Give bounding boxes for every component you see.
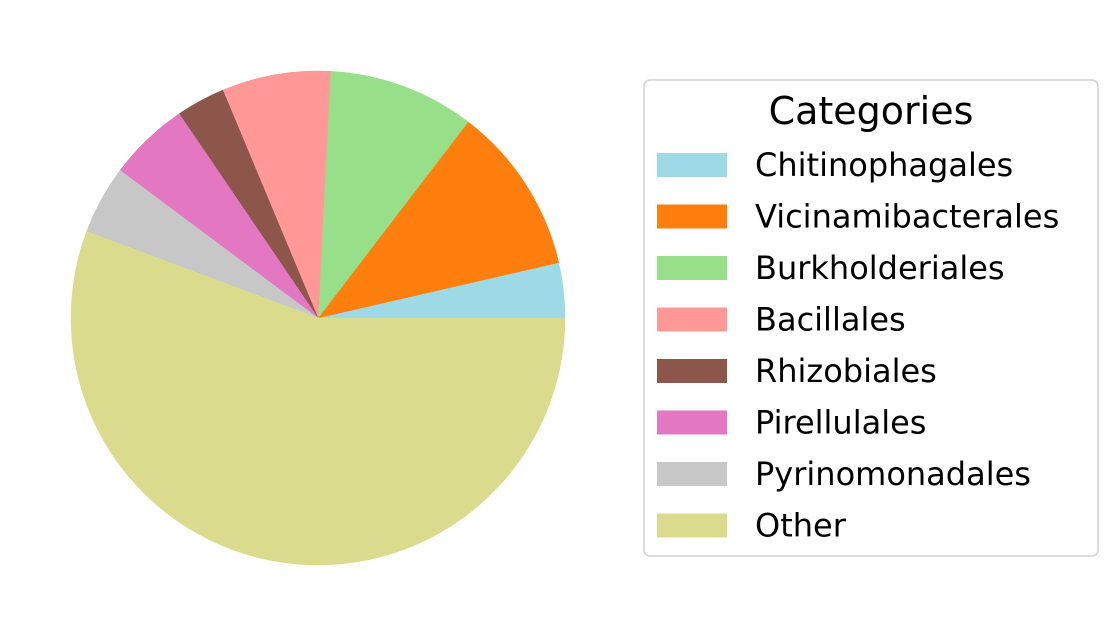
legend-swatch — [657, 462, 727, 486]
legend-item-rhizobiales: Rhizobiales — [657, 352, 937, 390]
legend-item-other: Other — [657, 507, 847, 545]
legend-item-pirellulales: Pirellulales — [657, 404, 926, 442]
legend-swatch — [657, 410, 727, 435]
legend-item-burkholderiales: Burkholderiales — [657, 249, 1005, 287]
legend-item-pyrinomonadales: Pyrinomonadales — [657, 455, 1031, 493]
legend-label: Other — [755, 507, 847, 545]
legend-item-chitinophagales: Chitinophagales — [657, 146, 1013, 184]
pie-slice-other — [70, 231, 566, 566]
legend-label: Pirellulales — [755, 404, 926, 442]
legend-label: Bacillales — [755, 301, 906, 339]
legend-swatch — [657, 256, 727, 280]
legend-swatch — [657, 153, 727, 177]
legend-swatch — [657, 204, 727, 229]
legend-label: Pyrinomonadales — [755, 455, 1031, 493]
pie-slices — [70, 70, 566, 566]
legend-item-vicinamibacterales: Vicinamibacterales — [657, 198, 1059, 236]
legend-swatch — [657, 359, 727, 383]
legend: Categories Chitinophagales Vicinamibacter… — [643, 79, 1099, 557]
legend-swatch — [657, 307, 727, 332]
legend-items: Chitinophagales Vicinamibacterales Burkhol… — [657, 146, 1059, 545]
legend-label: Vicinamibacterales — [755, 198, 1059, 236]
legend-label: Chitinophagales — [755, 146, 1013, 184]
legend-item-bacillales: Bacillales — [657, 301, 906, 339]
legend-title: Categories — [769, 89, 974, 133]
legend-swatch — [657, 513, 727, 538]
legend-frame — [643, 79, 1099, 557]
pie-slice-vicinamibacterales — [317, 121, 560, 319]
legend-label: Rhizobiales — [755, 352, 937, 390]
pie-slice-bacillales — [222, 70, 331, 319]
pie-slice-burkholderiales — [317, 71, 469, 319]
legend-label: Burkholderiales — [755, 249, 1005, 287]
